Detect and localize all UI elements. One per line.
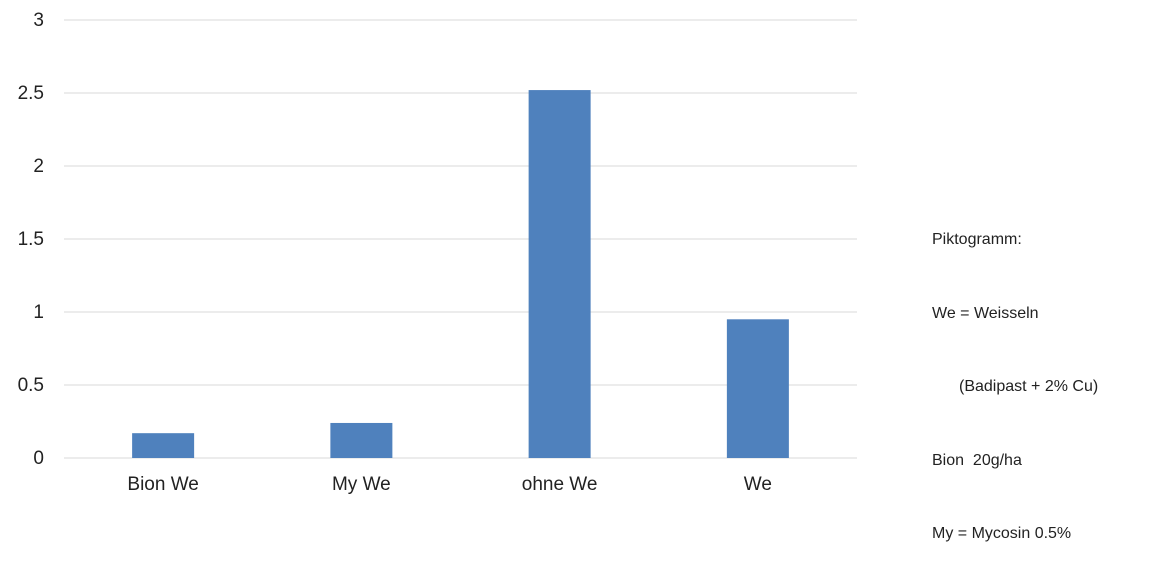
x-category-label: Bion We: [127, 474, 198, 495]
y-tick-label: 0.5: [18, 375, 44, 396]
pictogram-legend: Piktogramm: We = Weisseln (Badipast + 2%…: [932, 179, 1098, 571]
y-tick-label: 3: [33, 10, 44, 31]
legend-bion: Bion 20g/ha: [932, 451, 1022, 469]
gridlines: [64, 19, 857, 459]
y-tick-label: 1: [33, 302, 44, 323]
y-tick-label: 2: [33, 156, 44, 177]
bar-chart: 0 0.5 1 1.5 2 2.5 3 Bion We My We ohne We We: [18, 10, 857, 495]
chart-canvas: 0 0.5 1 1.5 2 2.5 3 Bion We My We ohne We We: [18, 10, 857, 495]
x-category-label: We: [744, 474, 772, 495]
bar-bion-we: [132, 433, 195, 458]
x-category-label: ohne We: [522, 474, 598, 495]
y-tick-labels: 0 0.5 1 1.5 2 2.5 3: [18, 10, 44, 469]
y-tick-label: 1.5: [18, 229, 44, 250]
legend-mycosin: My = Mycosin 0.5%: [932, 525, 1072, 542]
x-category-labels: Bion We My We ohne We We: [127, 474, 772, 495]
x-category-label: My We: [332, 474, 391, 495]
bar-ohne-we: [528, 90, 591, 458]
legend-badipast: (Badipast + 2% Cu): [959, 378, 1099, 395]
bar-my-we: [330, 422, 393, 458]
y-tick-label: 2.5: [18, 83, 44, 104]
bars: [132, 90, 789, 458]
legend-title: Piktogramm:: [932, 231, 1022, 248]
bar-we: [726, 319, 789, 458]
y-tick-label: 0: [33, 448, 44, 469]
legend-weisseln: We = Weisseln: [932, 304, 1039, 322]
